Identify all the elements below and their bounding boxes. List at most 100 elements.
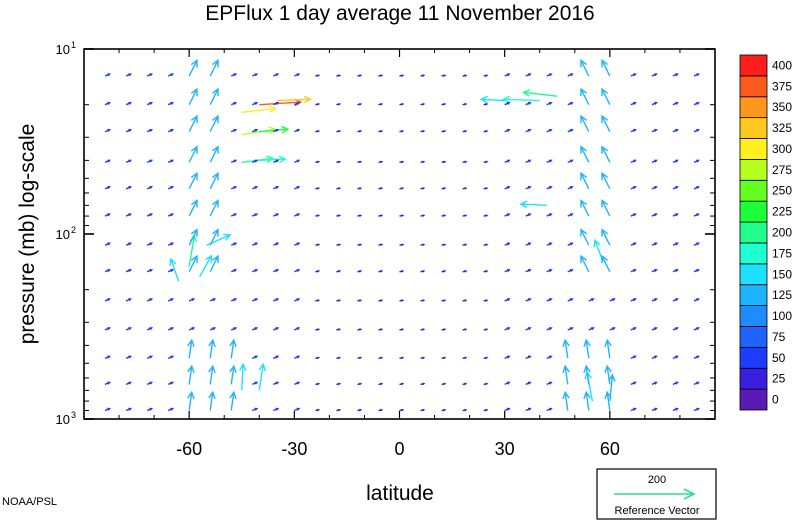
field-vector [420, 74, 426, 77]
colorbar-swatch [739, 75, 768, 98]
field-vector [462, 74, 468, 77]
field-vector [525, 298, 532, 302]
field-vector [378, 160, 384, 164]
field-vector [294, 213, 301, 217]
field-vector [251, 268, 259, 273]
field-vector [651, 327, 658, 331]
field-vector [651, 298, 658, 302]
reference-vector-magnitude: 200 [648, 474, 666, 486]
field-vector [546, 355, 553, 359]
field-vector [251, 101, 259, 106]
field-vector [209, 254, 219, 273]
field-vector [104, 128, 112, 133]
field-vector [315, 408, 321, 412]
field-vector [693, 268, 700, 273]
field-vector [420, 187, 426, 190]
field-vector [399, 74, 405, 77]
field-vector [420, 299, 426, 302]
field-vector [378, 382, 384, 386]
field-vector [546, 128, 553, 133]
field-vector [546, 73, 553, 77]
field-vector [230, 213, 238, 217]
field-vector [567, 101, 574, 106]
field-vector [546, 213, 553, 217]
field-vector [504, 407, 511, 412]
field-vector [273, 213, 280, 217]
field-vector [630, 381, 637, 386]
field-vector [420, 382, 426, 386]
field-vector [441, 74, 447, 77]
field-vector [580, 59, 590, 77]
field-vector [315, 299, 321, 302]
field-vector [208, 390, 216, 411]
field-vector [378, 356, 384, 360]
field-vector [188, 59, 198, 77]
field-vector [672, 355, 679, 359]
field-vector [104, 327, 112, 331]
field-vector [580, 145, 590, 163]
field-vector [525, 407, 532, 412]
field-vector [167, 186, 175, 190]
field-vector [104, 159, 112, 164]
colorbar-label: 125 [772, 288, 792, 302]
field-vector [672, 159, 679, 164]
field-vector [273, 128, 280, 133]
field-vector [146, 298, 154, 302]
field-vector [294, 355, 301, 359]
field-vector [146, 159, 154, 164]
field-vector [230, 186, 238, 190]
field-vector [188, 254, 198, 273]
field-vector [336, 160, 342, 164]
field-vector [630, 242, 637, 246]
field-vector [462, 382, 468, 386]
field-vector [125, 101, 133, 106]
field-vector [609, 298, 616, 302]
field-vector [188, 87, 198, 106]
field-vector [357, 74, 363, 77]
field-vector [315, 129, 321, 133]
field-vector [399, 270, 405, 273]
field-vector [546, 186, 553, 190]
colorbar-label: 0 [772, 393, 779, 407]
flux-vector [258, 362, 267, 391]
field-vector [167, 381, 175, 386]
field-vector [651, 73, 658, 77]
field-vector [672, 101, 679, 106]
field-vector [294, 159, 301, 164]
field-vector [104, 381, 112, 386]
field-vector [567, 73, 574, 77]
field-vector [562, 364, 570, 385]
colorbar-label: 225 [772, 205, 792, 219]
field-vector [546, 159, 553, 164]
field-vector [601, 59, 611, 77]
field-vector [441, 102, 447, 106]
field-vector [693, 159, 700, 164]
field-vector [104, 242, 112, 246]
colorbar-swatch [739, 179, 768, 202]
field-vector [693, 381, 700, 386]
field-vector [273, 186, 280, 190]
colorbar-label: 75 [772, 330, 786, 344]
colorbar-label: 275 [772, 163, 792, 177]
field-vector [146, 73, 154, 77]
field-vector [188, 199, 198, 217]
field-vector [357, 160, 363, 164]
field-vector [546, 407, 553, 412]
field-vector [525, 268, 532, 273]
field-vector [167, 407, 175, 412]
flux-vector [188, 233, 198, 267]
field-vector [146, 213, 154, 217]
field-vector [273, 159, 280, 164]
field-vector [294, 73, 301, 77]
field-vector [167, 268, 175, 273]
flux-vector [521, 89, 558, 97]
field-vector [230, 298, 238, 302]
field-vector [209, 327, 217, 331]
field-vector [693, 186, 700, 190]
field-vector [651, 381, 658, 386]
latitude-axis: -60 -30 0 30 60 [118, 49, 681, 459]
field-vector [315, 328, 321, 331]
field-vector [273, 407, 280, 412]
field-vector [294, 268, 301, 273]
